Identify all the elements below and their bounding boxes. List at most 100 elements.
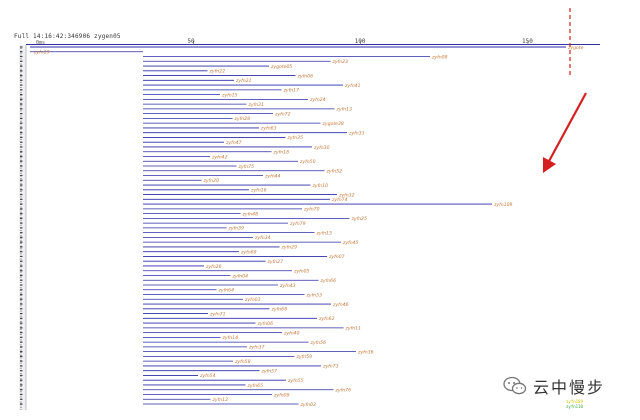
thread-label: zyfn11 <box>345 326 362 332</box>
thread-label: zyfn18 <box>273 150 290 156</box>
thread-label: zyfn59 <box>296 354 313 360</box>
row-marker <box>20 327 23 329</box>
row-marker <box>20 117 23 119</box>
row-marker <box>20 365 23 367</box>
row-marker <box>20 303 23 305</box>
row-marker <box>20 141 23 143</box>
thread-label: zyfn19 <box>33 50 50 56</box>
row-marker <box>20 251 23 253</box>
row-marker <box>20 198 23 200</box>
row-marker <box>20 184 23 186</box>
row-marker <box>20 203 23 205</box>
thread-label: zyfn12 <box>212 397 229 403</box>
thread-label: zyfn46 <box>332 302 349 308</box>
thread-label: zyfn02 <box>300 402 317 408</box>
row-marker <box>20 255 23 258</box>
row-marker <box>20 79 23 81</box>
thread-label: zyfn109 <box>493 202 513 208</box>
row-marker <box>20 265 23 267</box>
row-marker <box>20 355 23 357</box>
thread-label: zyfn06 <box>297 73 314 79</box>
thread-label: zyfn36 <box>357 349 374 355</box>
thread-label: zyfn62 <box>318 316 335 322</box>
thread-label: zyfn10 <box>312 183 329 189</box>
row-marker <box>20 341 23 343</box>
thread-label: zyfn45 <box>342 240 359 246</box>
thread-label: zyfn17 <box>283 88 300 94</box>
thread-label: zyfn65 <box>247 383 264 389</box>
row-marker <box>20 336 23 338</box>
time-unit-label: 0ms <box>36 40 46 46</box>
thread-label: zyfn08 <box>431 54 448 60</box>
row-marker <box>20 289 23 291</box>
row-marker <box>20 51 23 53</box>
row-marker <box>20 65 23 67</box>
thread-label: zyfn58 <box>234 359 251 365</box>
row-marker <box>20 151 23 153</box>
thread-label: zygote <box>567 45 584 51</box>
row-marker <box>20 146 23 148</box>
thread-label: zyfn21 <box>235 78 252 84</box>
thread-label: zyfn73 <box>322 364 339 370</box>
red-arrow-icon <box>543 92 587 173</box>
thread-label: zyfn70 <box>303 207 320 213</box>
row-marker <box>20 132 23 134</box>
thread-label: zyfn68 <box>271 307 288 313</box>
thread-label: zyfn29 <box>281 245 298 251</box>
row-marker <box>20 241 23 243</box>
thread-label: zyfn35 <box>287 135 304 141</box>
thread-label: zygote38 <box>322 121 344 127</box>
row-marker <box>20 246 23 248</box>
thread-label: zyfn43 <box>279 283 296 289</box>
legend-item: zyfn110 <box>566 404 583 409</box>
row-marker <box>20 332 23 334</box>
thread-label: zyfn47 <box>225 140 242 146</box>
axis-ticks: 50 100 150 <box>187 38 533 45</box>
row-marker <box>20 384 23 386</box>
row-marker <box>20 236 23 238</box>
thread-label: zyfn54 <box>199 373 216 379</box>
row-marker <box>20 370 23 372</box>
axis-tick-label: 150 <box>522 38 533 45</box>
row-marker <box>20 108 23 110</box>
thread-label: zyfn09 <box>273 392 290 398</box>
row-marker <box>20 360 23 362</box>
thread-label: zyfn33 <box>348 130 365 136</box>
row-marker <box>20 232 23 234</box>
thread-label: zyfn40 <box>283 330 300 336</box>
row-marker <box>20 55 23 58</box>
trace-header: Full 14:16:42:346906 zygen05 <box>14 33 121 40</box>
thread-label: zyfn14 <box>222 335 239 341</box>
row-marker <box>20 84 23 86</box>
row-marker <box>20 322 23 324</box>
thread-label: zyfn15 <box>316 230 333 236</box>
thread-label: zyfn27 <box>267 259 284 265</box>
thread-label: zyfn03 <box>244 297 261 303</box>
axis-tick-label: 100 <box>355 38 366 45</box>
thread-label: zyfn48 <box>242 211 259 217</box>
row-marker <box>20 160 23 162</box>
row-marker <box>20 279 23 281</box>
thread-label: zyfn24 <box>309 97 326 103</box>
row-marker <box>20 389 23 391</box>
thread-label: zyfn16 <box>250 188 267 194</box>
thread-label: zyfn69 <box>240 249 257 255</box>
row-marker <box>20 308 23 310</box>
thread-label: zyfn63 <box>260 126 277 132</box>
thread-label: zyfn79 <box>289 221 306 227</box>
row-marker <box>20 293 23 296</box>
thread-label: zyfn32 <box>338 192 355 198</box>
thread-label: zyfn66 <box>320 278 337 284</box>
thread-label: zyfn57 <box>261 368 278 374</box>
row-marker <box>20 260 23 262</box>
row-marker <box>20 346 23 348</box>
thread-label: zyfn39 <box>228 226 245 232</box>
row-marker <box>20 403 23 405</box>
thread-label: zyfn23 <box>332 59 349 65</box>
row-marker <box>20 274 23 277</box>
row-marker <box>20 217 23 219</box>
thread-label: zyfn34 <box>254 235 271 241</box>
thread-label: zyfn31 <box>248 102 265 108</box>
thread-label: zyfn06 <box>257 321 274 327</box>
